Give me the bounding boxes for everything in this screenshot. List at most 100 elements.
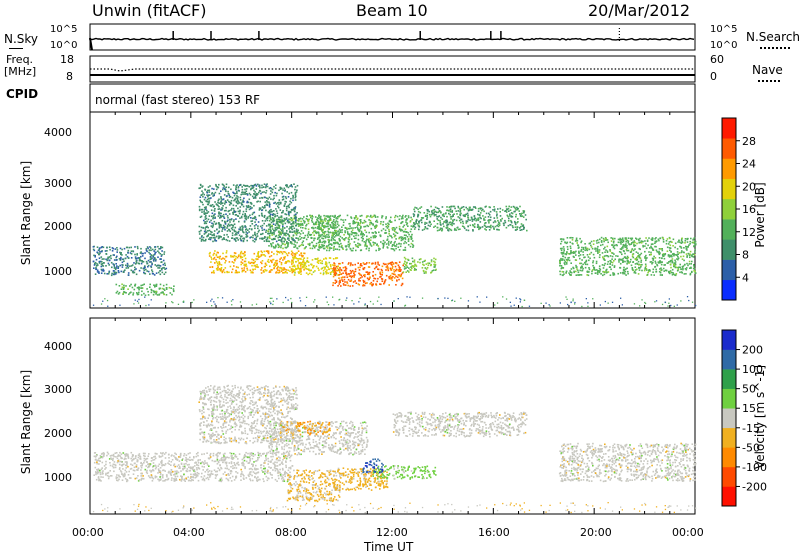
power-ground-dot-136: [372, 303, 374, 305]
power-ground-dot-157: [138, 298, 140, 301]
power-ground-dot-48: [611, 301, 614, 303]
velocity-ground-dot-16: [239, 506, 242, 508]
velocity-ground-dot-56: [496, 509, 499, 512]
velocity-ground-dot-127: [513, 505, 515, 507]
power-ground-dot-150: [351, 300, 353, 302]
power-ground-dot-143: [211, 305, 213, 307]
velocity-ground-dot-68: [150, 507, 152, 509]
velocity-ground-dot-86: [668, 506, 670, 508]
power-colorbar-swatch-5: [722, 178, 736, 200]
velocity-ground-dot-91: [406, 511, 408, 513]
power-ground-dot-115: [276, 298, 278, 300]
power-region-8: [316, 214, 415, 252]
power-region-10: [559, 236, 697, 277]
power-ground-dot-95: [359, 297, 361, 299]
velocity-ground-dot-103: [540, 504, 542, 507]
power-ground-dot-68: [150, 299, 152, 301]
velocity-ground-dot-42: [409, 502, 411, 504]
velocity-ground-dot-139: [581, 511, 583, 514]
velocity-ground-dot-129: [585, 504, 587, 506]
power-ground-dot-129: [585, 298, 587, 300]
power-ground-dot-102: [102, 300, 104, 302]
velocity-ground-dot-159: [290, 511, 292, 514]
power-ground-dot-41: [269, 297, 272, 299]
velocity-ground-dot-75: [269, 510, 271, 512]
power-colorbar-ticklabel-4: 12: [742, 226, 756, 239]
power-ground-dot-120: [572, 298, 574, 300]
xtick-3: 12:00: [376, 526, 408, 539]
velocity-ground-dot-35: [270, 510, 272, 512]
noise-right-tick-top: 10^5: [710, 24, 738, 35]
power-ground-dot-79: [393, 300, 395, 302]
power-ground-dot-158: [213, 301, 215, 303]
velocity-ground-dot-20: [338, 509, 340, 511]
power-ground-dot-5: [673, 305, 675, 307]
xtick-2: 08:00: [275, 526, 307, 539]
power-ground-dot-21: [193, 299, 195, 301]
velocity-ground-dot-96: [664, 505, 666, 507]
power-ground-dot-142: [574, 303, 576, 305]
power-ground-dot-53: [587, 305, 589, 307]
velocity-ground-dot-120: [572, 502, 574, 504]
power-ground-dot-58: [572, 300, 574, 302]
velocity-ground-dot-46: [210, 502, 212, 504]
power-ground-dot-153: [621, 304, 623, 306]
velocity-ground-dot-45: [695, 507, 697, 509]
velocity-ground-dot-88: [691, 505, 694, 507]
power-ytick-2000: 2000: [44, 220, 72, 233]
velocity-ground-dot-76: [565, 509, 567, 512]
power-region-9: [412, 205, 528, 232]
power-colorbar-swatch-1: [722, 259, 736, 281]
cpid-label: CPID: [6, 87, 39, 101]
power-ground-dot-130: [314, 299, 316, 301]
power-colorbar-swatch-3: [722, 219, 736, 240]
power-ground-dot-44: [214, 303, 216, 305]
noise-sky-label: N.Sky: [4, 32, 39, 46]
power-ground-dot-32: [183, 300, 185, 302]
power-ground-dot-50: [145, 304, 147, 307]
noise-panel-frame: [89, 23, 696, 51]
velocity-ground-dot-134: [545, 511, 547, 513]
velocity-ground-dot-119: [271, 510, 273, 513]
power-ground-dot-147: [369, 300, 372, 303]
power-ground-dot-30: [460, 297, 462, 299]
velocity-region-4: [332, 467, 389, 492]
power-ground-dot-98: [437, 297, 439, 300]
power-ground-dot-146: [226, 301, 228, 303]
velocity-colorbar-swatch-7: [722, 349, 736, 370]
velocity-ground-dot-49: [232, 508, 234, 510]
velocity-colorbar-swatch-2: [722, 447, 736, 468]
power-ground-dot-139: [581, 305, 583, 308]
power-colorbar-swatch-8: [722, 118, 736, 139]
power-ground-dot-19: [182, 301, 184, 303]
velocity-ground-dot-144: [520, 509, 522, 511]
power-ground-dot-116: [447, 297, 449, 299]
station-title: Unwin (fitACF): [92, 1, 207, 20]
velocity-ground-dot-21: [193, 507, 195, 509]
power-ytick-4000: 4000: [44, 126, 72, 139]
velocity-ground-dot-24: [688, 505, 690, 507]
power-colorbar-swatch-6: [722, 158, 736, 179]
velocity-colorbar-ticklabel-1: 100: [742, 363, 763, 376]
velocity-ground-dot-113: [333, 504, 335, 506]
power-ground-dot-114: [519, 301, 521, 303]
power-ytick-3000: 3000: [44, 177, 72, 190]
velocity-ytick-2000: 2000: [44, 427, 72, 440]
power-ground-dot-111: [676, 304, 678, 306]
power-ground-dot-128: [476, 296, 478, 298]
velocity-ground-dot-124: [134, 510, 136, 512]
noise-start-line: [89, 37, 93, 51]
velocity-colorbar-swatch-8: [722, 330, 736, 350]
velocity-colorbar-swatch-3: [722, 427, 736, 448]
nave-trace: [90, 68, 695, 72]
velocity-ground-dot-1: [304, 504, 307, 506]
power-ground-dot-113: [333, 304, 335, 306]
velocity-ground-dot-13: [104, 508, 106, 510]
velocity-ground-dot-11: [272, 510, 274, 512]
velocity-ground-dot-26: [680, 509, 682, 511]
velocity-ground-dot-133: [272, 509, 274, 511]
velocity-ground-dot-52: [644, 504, 647, 506]
velocity-ground-dot-32: [183, 506, 185, 508]
power-region-4: [291, 256, 342, 276]
velocity-ground-dot-112: [376, 508, 379, 511]
